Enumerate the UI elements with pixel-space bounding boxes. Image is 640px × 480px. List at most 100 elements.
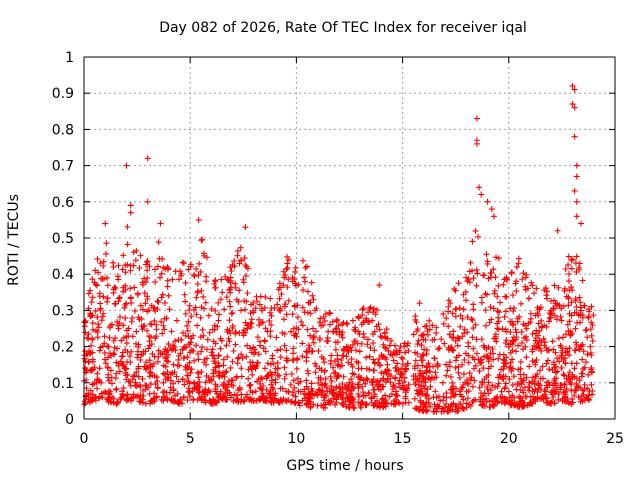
data-point [135,373,142,380]
data-point [261,304,268,311]
data-point [107,388,114,395]
data-point [418,332,425,339]
data-point [86,351,93,358]
data-point [367,304,374,311]
data-point [575,394,582,401]
data-point [220,356,227,363]
data-point [396,377,403,384]
data-point [194,350,201,357]
data-point [512,326,519,333]
x-tick-label: 15 [394,431,412,447]
data-point [573,387,580,394]
data-point [301,278,308,285]
data-point [280,268,287,275]
data-point [369,317,376,324]
data-point [557,342,564,349]
data-point [417,353,424,360]
data-point [526,363,533,370]
data-point [452,408,459,415]
data-point [126,353,133,360]
data-point [105,388,112,395]
data-point [94,314,101,321]
data-point [491,290,498,297]
data-point [217,345,224,352]
data-point [146,369,153,376]
data-point [210,370,217,377]
data-point [578,395,585,402]
data-point [529,330,536,337]
data-point [518,328,525,335]
data-point [483,395,490,402]
data-point [280,316,287,323]
data-point [182,298,189,305]
data-point [412,380,419,387]
data-point [224,276,231,283]
data-point [538,347,545,354]
data-point [165,358,172,365]
data-point [560,389,567,396]
data-point [283,311,290,318]
data-point [530,393,537,400]
data-point [483,251,490,258]
data-point [536,305,543,312]
data-point [464,329,471,336]
data-point [572,325,579,332]
data-point [281,342,288,349]
data-point [393,364,400,371]
data-point [356,331,363,338]
data-point [419,357,426,364]
data-point [571,133,578,140]
data-point [521,402,528,409]
data-point [427,368,434,375]
data-point [185,318,192,325]
data-point [515,255,522,262]
data-point [119,266,126,273]
data-point [495,255,502,262]
data-point [131,308,138,315]
data-point [158,270,165,277]
y-tick-label: 0.6 [52,195,74,211]
data-point [294,356,301,363]
data-point [234,248,241,255]
data-point [459,315,466,322]
data-point [247,381,254,388]
data-point [463,400,470,407]
data-point [355,313,362,320]
data-point [562,360,569,367]
y-tick-label: 0.1 [52,376,74,392]
data-point [580,348,587,355]
data-point [351,371,358,378]
data-point [502,326,509,333]
data-point [111,344,118,351]
data-point [451,285,458,292]
data-point [355,381,362,388]
data-point [308,380,315,387]
data-point [233,373,240,380]
data-point [462,350,469,357]
data-point [449,383,456,390]
data-point [290,377,297,384]
data-point [448,346,455,353]
data-point [492,274,499,281]
data-point [307,404,314,411]
data-point [106,324,113,331]
data-point [122,301,129,308]
data-point [211,280,218,287]
data-point [161,326,168,333]
data-point [343,320,350,327]
data-point [537,367,544,374]
data-point [161,394,168,401]
data-point [557,313,564,320]
data-point [168,328,175,335]
data-point [193,294,200,301]
data-point [520,346,527,353]
data-point [97,300,104,307]
data-point [416,300,423,307]
data-point [402,363,409,370]
data-point [110,289,117,296]
data-point [182,332,189,339]
data-point [482,307,489,314]
data-point [193,265,200,272]
data-point [295,281,302,288]
data-point [293,324,300,331]
